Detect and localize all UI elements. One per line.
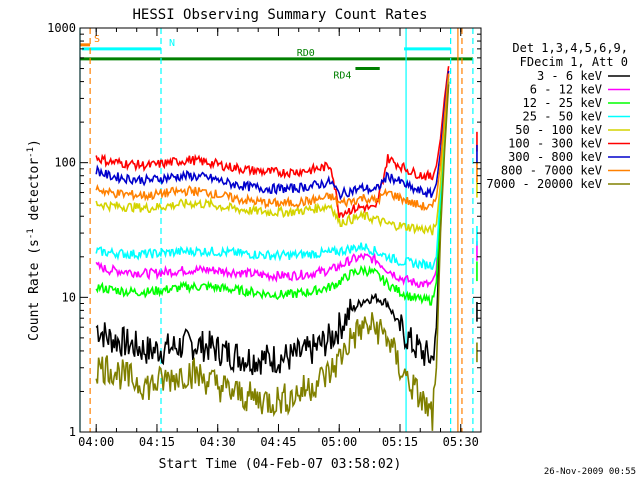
y-tick-label-1: 10: [62, 290, 76, 304]
x-tick-label-0: 04:00: [78, 435, 114, 449]
observing-flags: S N RD0 RD4: [80, 34, 473, 82]
axes: 04:00 04:15 04:30 04:45 05:00 05:15 05:30 1 10 10…: [47, 21, 482, 449]
legend: Det 1,3,4,5,6,9, FDecim 1, Att 0 3 - 6 k…: [486, 41, 630, 191]
flag-label-s: S: [94, 34, 100, 45]
series-line-7: [95, 73, 450, 212]
legend-label-6: 300 - 800 keV: [508, 150, 602, 164]
y-axis-label: Count Rate (s-1 detector-1): [26, 139, 42, 341]
x-tick-label-4: 05:00: [321, 435, 357, 449]
x-tick-label-5: 05:15: [382, 435, 418, 449]
flag-label-n: N: [169, 38, 175, 49]
legend-label-8: 7000 - 20000 keV: [486, 177, 602, 191]
y-tick-label-3: 1000: [47, 21, 76, 35]
legend-title-line-2: FDecim 1, Att 0: [520, 55, 628, 69]
flag-label-rd4: RD4: [333, 71, 351, 82]
x-tick-label-1: 04:15: [139, 435, 175, 449]
chart-title: HESSI Observing Summary Count Rates: [132, 7, 427, 23]
x-tick-label-2: 04:30: [200, 435, 236, 449]
series-lines: [95, 66, 478, 431]
series-line-4: [95, 74, 450, 236]
flag-label-rd0: RD0: [297, 48, 315, 59]
plot-frame: [79, 27, 482, 433]
series-line-3: [95, 74, 450, 270]
series-line-1: [95, 74, 450, 289]
x-tick-label-6: 05:30: [443, 435, 479, 449]
y-tick-label-0: 1: [69, 425, 76, 439]
series-line-2: [95, 78, 450, 306]
legend-title-line-1: Det 1,3,4,5,6,9,: [512, 41, 628, 55]
series-line-6: [95, 70, 450, 201]
legend-label-4: 50 - 100 keV: [515, 123, 602, 137]
legend-label-1: 6 - 12 keV: [530, 83, 602, 97]
series-line-5: [95, 66, 450, 219]
legend-label-7: 800 - 7000 keV: [501, 164, 602, 178]
legend-label-2: 12 - 25 keV: [523, 96, 602, 110]
legend-label-5: 100 - 300 keV: [508, 137, 602, 151]
legend-label-3: 25 - 50 keV: [523, 110, 602, 124]
x-tick-label-3: 04:45: [260, 435, 296, 449]
series-line-8: [95, 84, 450, 431]
legend-label-0: 3 - 6 keV: [537, 69, 602, 83]
series-line-0: [95, 81, 450, 376]
x-axis-label: Start Time (04-Feb-07 03:58:02): [159, 457, 402, 472]
y-tick-label-2: 100: [54, 156, 76, 170]
timestamp: 26-Nov-2009 00:55: [544, 467, 636, 477]
